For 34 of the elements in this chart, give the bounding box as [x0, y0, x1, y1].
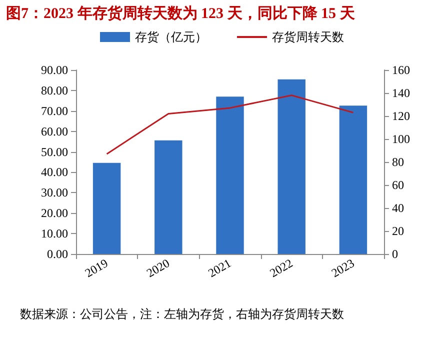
y2-tick-label: 40	[392, 201, 404, 215]
x-tick-label: 2019	[82, 256, 110, 280]
x-tick-label: 2021	[206, 256, 234, 280]
y2-tick-label: 120	[392, 109, 410, 123]
bar	[154, 140, 182, 254]
source-note: 数据来源：公司公告，注：左轴为存货，右轴为存货周转天数	[20, 306, 345, 322]
y-tick-label: 30.00	[41, 186, 68, 200]
y2-tick-label: 80	[392, 155, 404, 169]
y-tick-label: 40.00	[41, 165, 68, 180]
bar	[216, 96, 244, 254]
y2-tick-label: 60	[392, 178, 404, 192]
y-tick-label: 90.00	[41, 63, 68, 77]
y-tick-label: 20.00	[41, 206, 68, 220]
x-tick-label: 2020	[144, 256, 172, 280]
y2-tick-label: 140	[392, 86, 410, 100]
y2-tick-label: 100	[392, 132, 410, 146]
y-tick-label: 0.00	[47, 247, 68, 261]
y-tick-label: 80.00	[41, 83, 68, 98]
y2-tick-label: 20	[392, 224, 404, 238]
bar	[339, 106, 368, 254]
y-tick-label: 70.00	[41, 104, 68, 118]
legend-label: 存货（亿元）	[135, 30, 207, 44]
legend-label: 存货周转天数	[272, 30, 344, 44]
bar	[92, 162, 121, 254]
y2-tick-label: 160	[392, 63, 410, 77]
y-tick-label: 60.00	[41, 124, 68, 138]
y-tick-label: 50.00	[41, 144, 68, 159]
y2-tick-label: 0	[392, 247, 398, 261]
y-tick-label: 10.00	[41, 226, 68, 241]
line-series	[106, 94, 354, 155]
x-tick-label: 2023	[328, 256, 357, 280]
chart-title: 图7：2023 年存货周转天数为 123 天，同比下降 15 天	[6, 4, 355, 23]
x-tick-label: 2022	[267, 256, 296, 280]
bar	[278, 79, 306, 254]
